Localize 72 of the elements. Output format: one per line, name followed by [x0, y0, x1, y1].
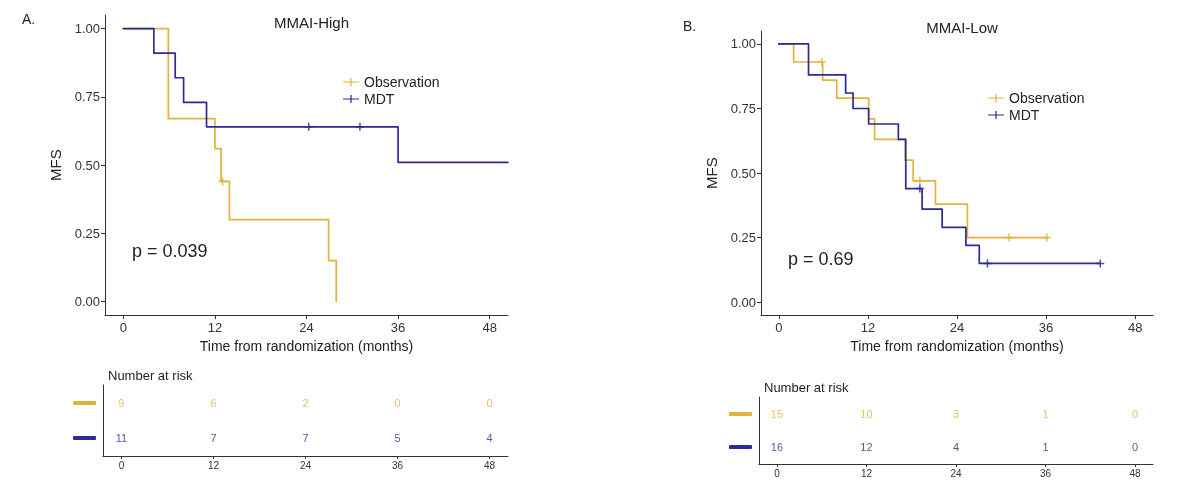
data-label: 0 [486, 396, 493, 409]
annotation: p = 0.69 [788, 249, 854, 269]
y-tick-label: 0.75 [74, 89, 100, 105]
y-tick-label: 0.50 [74, 157, 100, 173]
data-label: 10 [860, 407, 873, 420]
data-label: 0 [394, 396, 401, 409]
x-tick-label: 12 [860, 467, 873, 479]
y-tick-label: 0.00 [74, 293, 100, 309]
point [1042, 233, 1051, 242]
x-axis-title: Time from randomization (months) [199, 338, 414, 354]
data-label: 5 [394, 432, 401, 445]
y-tick-label: 0.50 [730, 165, 756, 181]
data-label: 16 [770, 441, 784, 454]
data-label: 7 [210, 432, 217, 445]
y-tick-label: 0.75 [730, 100, 756, 116]
y-tick-label: 0.00 [730, 294, 756, 310]
data-label: 4 [486, 432, 493, 445]
chart-title: Number at risk [764, 380, 850, 395]
data-label: 7 [302, 432, 309, 445]
y-tick-label: 1.00 [74, 21, 100, 37]
legend-label: Observation [364, 74, 440, 90]
data-label: 12 [860, 441, 873, 454]
y-tick-label: 0.25 [730, 230, 756, 246]
x-tick-label: 36 [390, 320, 406, 336]
x-tick-label: 0 [774, 467, 781, 479]
chart-title: MMAI-High [273, 14, 350, 31]
data-label: 6 [210, 396, 217, 409]
x-tick-label: 36 [391, 459, 404, 471]
data-label: 3 [952, 407, 960, 420]
point [1096, 259, 1105, 268]
data-label: 2 [302, 396, 309, 409]
chart-title: Number at risk [108, 368, 194, 383]
annotation: p = 0.039 [132, 241, 208, 261]
x-tick-label: 48 [484, 459, 496, 471]
y-axis-title: MFS [47, 149, 64, 181]
x-tick-label: 12 [207, 320, 223, 336]
data-label: 11 [115, 432, 128, 445]
x-tick-label: 24 [950, 467, 962, 479]
x-tick-label: 48 [1129, 467, 1142, 479]
x-tick-label: 0 [118, 459, 125, 471]
y-tick-label: 1.00 [730, 36, 756, 52]
x-tick-label: 0 [775, 320, 783, 336]
x-tick-label: 12 [860, 320, 876, 336]
point [915, 184, 924, 193]
x-tick-label: 48 [482, 320, 497, 336]
chart-title: MMAI-Low [926, 19, 998, 36]
x-tick-label: 24 [299, 459, 312, 471]
data-label: 0 [1132, 441, 1139, 454]
y-axis-title: MFS [703, 157, 720, 189]
legend-label: MDT [364, 91, 395, 107]
x-tick-label: 36 [1038, 320, 1054, 336]
y-tick-label: 0.25 [74, 225, 100, 241]
data-label: 15 [770, 407, 784, 420]
data-label: 1 [1042, 407, 1049, 420]
point [1004, 233, 1013, 242]
x-tick-label: 24 [299, 320, 314, 336]
x-tick-label: 12 [207, 459, 220, 471]
x-tick-label: 48 [1127, 320, 1143, 336]
data-label: 4 [952, 441, 960, 454]
x-tick-label: 36 [1039, 467, 1052, 479]
point [915, 176, 924, 185]
text: B. [683, 18, 697, 34]
x-tick-label: 24 [949, 320, 965, 336]
x-axis-title: Time from randomization (months) [850, 338, 1064, 354]
data-label: 9 [118, 396, 125, 409]
legend-label: MDT [1009, 107, 1040, 123]
data-label: 1 [1042, 441, 1049, 454]
x-tick-label: 0 [119, 320, 127, 336]
data-label: 0 [1132, 407, 1139, 420]
point [817, 57, 826, 66]
text: A. [22, 11, 36, 27]
legend-label: Observation [1009, 90, 1085, 106]
